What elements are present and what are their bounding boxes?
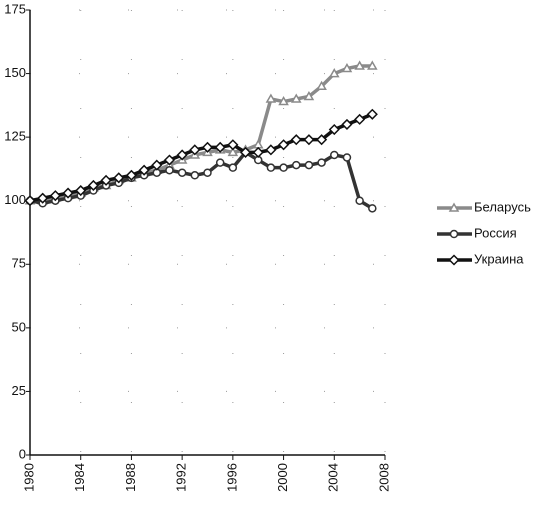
y-tick-label: 0 bbox=[19, 446, 26, 461]
marker bbox=[203, 168, 212, 177]
legend-marker bbox=[448, 254, 460, 266]
marker bbox=[279, 163, 288, 172]
marker bbox=[317, 158, 326, 167]
marker bbox=[290, 134, 302, 146]
marker bbox=[227, 146, 239, 157]
marker bbox=[354, 60, 365, 70]
marker bbox=[341, 62, 353, 73]
marker bbox=[100, 174, 112, 186]
marker bbox=[87, 179, 99, 192]
marker bbox=[290, 93, 302, 103]
y-tick-label: 125 bbox=[4, 129, 26, 144]
marker bbox=[214, 141, 226, 153]
marker bbox=[190, 171, 200, 180]
marker bbox=[75, 184, 87, 197]
marker bbox=[355, 196, 364, 205]
marker bbox=[368, 204, 377, 213]
marker bbox=[266, 163, 276, 172]
marker bbox=[165, 165, 174, 175]
marker bbox=[49, 190, 61, 202]
x-tick-label: 1988 bbox=[123, 463, 138, 492]
marker bbox=[177, 168, 187, 177]
y-tick-label: 75 bbox=[12, 256, 26, 271]
marker bbox=[62, 187, 74, 199]
y-tick-label: 25 bbox=[12, 383, 26, 398]
marker bbox=[316, 80, 327, 91]
marker bbox=[201, 141, 214, 153]
marker bbox=[341, 118, 353, 130]
x-tick-label: 1996 bbox=[224, 463, 239, 492]
marker bbox=[342, 153, 352, 162]
marker bbox=[354, 113, 366, 125]
marker bbox=[37, 192, 49, 204]
x-tick-label: 2004 bbox=[326, 463, 341, 492]
marker bbox=[366, 108, 378, 120]
x-tick-label: 2000 bbox=[275, 463, 290, 492]
marker bbox=[189, 144, 201, 156]
legend-label: Украина bbox=[474, 251, 524, 266]
legend-marker bbox=[448, 202, 460, 212]
marker bbox=[278, 96, 289, 106]
y-tick-label: 175 bbox=[4, 1, 26, 16]
marker bbox=[265, 144, 277, 156]
marker bbox=[303, 90, 315, 101]
marker bbox=[252, 146, 264, 158]
marker bbox=[24, 195, 36, 207]
marker bbox=[367, 60, 378, 70]
series-line bbox=[29, 150, 374, 210]
legend-label: Беларусь bbox=[474, 199, 531, 214]
marker bbox=[265, 93, 277, 103]
marker bbox=[328, 123, 340, 136]
series-line bbox=[30, 64, 373, 203]
x-tick-label: 2008 bbox=[376, 463, 391, 492]
marker bbox=[125, 169, 137, 181]
marker bbox=[227, 139, 239, 151]
marker bbox=[113, 172, 125, 184]
x-tick-label: 1992 bbox=[174, 463, 189, 492]
y-tick-label: 100 bbox=[4, 192, 26, 207]
x-tick-label: 1984 bbox=[72, 463, 87, 492]
marker bbox=[151, 159, 163, 171]
marker bbox=[292, 160, 301, 170]
y-tick-label: 150 bbox=[4, 65, 26, 80]
marker bbox=[304, 160, 314, 170]
marker bbox=[239, 146, 252, 158]
x-tick-label: 1980 bbox=[21, 463, 36, 492]
legend-label: Россия bbox=[474, 225, 517, 240]
marker bbox=[163, 154, 176, 166]
marker bbox=[215, 158, 225, 167]
marker bbox=[228, 163, 238, 172]
marker bbox=[328, 68, 340, 78]
marker bbox=[176, 149, 188, 161]
marker bbox=[138, 164, 150, 176]
marker bbox=[252, 139, 264, 149]
marker bbox=[316, 134, 328, 146]
series-line bbox=[29, 112, 373, 203]
marker bbox=[330, 150, 339, 160]
legend-marker bbox=[449, 229, 459, 239]
marker bbox=[278, 139, 290, 151]
marker bbox=[303, 134, 315, 146]
y-tick-label: 50 bbox=[12, 319, 26, 334]
